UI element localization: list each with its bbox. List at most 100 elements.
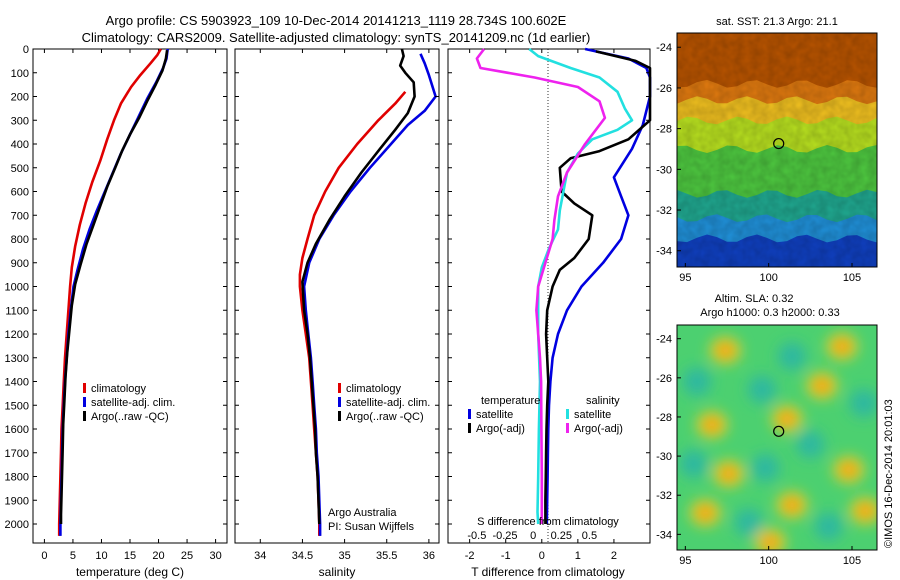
sst-map-frame <box>676 32 878 268</box>
map-lat-label: -34 <box>656 246 672 258</box>
sla-blob-core-16 <box>785 499 799 511</box>
map-lon-label: 100 <box>759 555 777 567</box>
temperature-depth-ticks: 0 100 200 300 400 500 600 700 800 900 1000 1100 1200… <box>5 44 227 531</box>
depth-tick-label: 800 <box>11 234 29 246</box>
map-lon-label: 100 <box>759 272 777 284</box>
legend-group-title: temperature <box>481 395 540 407</box>
salinity-x-label: salinity <box>319 565 356 579</box>
sla-map-title: Altim. SLA: 0.32 <box>715 293 794 305</box>
legend-label: Argo(-adj) <box>476 423 525 435</box>
legend-swatch <box>566 423 569 433</box>
salinity-x-ticks: 34 34.5 35 35.5 36 <box>254 49 435 562</box>
difference-panel: -2 -1 0 1 2 -0.5 -0.25 0 0.25 0.5 T difference f… <box>447 47 652 579</box>
difference-x-ticks: -2 -1 0 1 2 <box>465 49 617 562</box>
sst-map-panel: sat. SST: 21.3 Argo: 21.1 95 100 105 -24 -26… <box>656 16 878 284</box>
t-difference-x-label: T difference from climatology <box>471 565 625 579</box>
s-diff-tick-label: -0.25 <box>492 530 517 542</box>
depth-tick-label: 700 <box>11 210 29 222</box>
sla-blob-15 <box>734 508 763 537</box>
salinity-panel: 34 34.5 35 35.5 36 salinity climatology satel… <box>234 48 440 579</box>
temperature-axes-frame <box>32 48 228 544</box>
depth-tick-label: 1100 <box>5 305 29 317</box>
difference-legend: temperature satellite Argo(-adj) salinity sa… <box>468 395 623 435</box>
sla-blob-core-8 <box>780 412 794 425</box>
sst-argo-position-marker <box>773 137 785 150</box>
legend-label: climatology <box>91 383 147 395</box>
depth-tick-label: 1500 <box>5 400 29 412</box>
x-tick-label: 10 <box>95 550 107 562</box>
legend-label: satellite <box>476 409 513 421</box>
sla-blob-core-18 <box>858 504 873 517</box>
s-difference-label: S difference from climatology <box>477 516 619 528</box>
map-lon-label: 95 <box>679 272 691 284</box>
sla-blob-1 <box>778 342 806 371</box>
legend-label: satellite <box>574 409 611 421</box>
sla-blob-core-7 <box>705 418 719 431</box>
depth-tick-label: 1000 <box>5 282 29 294</box>
figure-title-line2: Climatology: CARS2009. Satellite-adjuste… <box>82 30 591 45</box>
depth-tick-label: 900 <box>11 258 29 270</box>
depth-tick-label: 300 <box>11 115 29 127</box>
sla-blob-4 <box>748 375 776 404</box>
legend-swatch <box>338 411 341 421</box>
legend-swatch <box>83 411 86 421</box>
depth-tick-label: 1300 <box>5 353 29 365</box>
difference-lines <box>475 47 652 525</box>
legend-label: Argo(-adj) <box>574 423 623 435</box>
sla-blob-core-19 <box>763 536 778 549</box>
sla-blob-6 <box>849 389 877 418</box>
map-lat-label: -24 <box>656 42 672 54</box>
map-lat-label: -26 <box>656 373 672 385</box>
legend-label: satellite-adj. clim. <box>346 397 430 409</box>
sla-blob-17 <box>814 512 843 541</box>
depth-tick-label: 100 <box>11 68 29 80</box>
depth-tick-label: 2000 <box>5 519 29 531</box>
map-lat-label: -32 <box>656 490 672 502</box>
depth-tick-label: 1600 <box>5 424 29 436</box>
map-lon-label: 105 <box>843 272 861 284</box>
s-diff-tick-label: 0 <box>530 530 536 542</box>
depth-tick-label: 400 <box>11 139 29 151</box>
x-tick-label: 36 <box>423 550 435 562</box>
pi-name-label: PI: Susan Wijffels <box>328 521 414 533</box>
legend-swatch <box>83 383 86 393</box>
sla-blob-10 <box>679 449 708 478</box>
map-lat-label: -34 <box>656 529 672 541</box>
sla-map-subtitle: Argo h1000: 0.3 h2000: 0.33 <box>700 307 839 319</box>
x-tick-label: -1 <box>501 550 511 562</box>
temperature-legend: climatology satellite-adj. clim. Argo(..ra… <box>83 383 175 423</box>
depth-tick-label: 1700 <box>5 448 29 460</box>
sst-map-title: sat. SST: 21.3 Argo: 21.1 <box>716 16 838 28</box>
sla-map-frame <box>676 324 878 551</box>
map-lat-label: -24 <box>656 334 672 346</box>
map-lat-label: -26 <box>656 83 672 95</box>
sla-blob-core-0 <box>718 344 733 357</box>
temperature-x-label: temperature (deg C) <box>76 565 184 579</box>
x-tick-label: 20 <box>152 550 164 562</box>
legend-swatch <box>468 409 471 419</box>
sla-blob-3 <box>683 367 711 396</box>
map-lat-label: -28 <box>656 412 672 424</box>
depth-tick-label: 1800 <box>5 472 29 484</box>
sla-blob-core-13 <box>841 463 856 476</box>
legend-group-title: salinity <box>586 395 620 407</box>
x-tick-label: 0 <box>539 550 545 562</box>
depth-tick-label: 1400 <box>5 377 29 389</box>
argo-australia-label: Argo Australia <box>328 507 397 519</box>
depth-tick-label: 600 <box>11 187 29 199</box>
map-lat-label: -30 <box>656 451 672 463</box>
sla-blob-core-11 <box>721 467 736 480</box>
depth-tick-label: 0 <box>23 44 29 56</box>
x-tick-label: 30 <box>209 550 221 562</box>
sla-blob-12 <box>751 453 780 482</box>
temperature-x-ticks: 0 5 10 15 20 25 30 <box>41 49 222 562</box>
temperature-panel: 0100200300400500600700800900100011001200… <box>5 44 228 579</box>
legend-swatch <box>83 397 86 407</box>
map-lat-label: -30 <box>656 164 672 176</box>
s-diff-tick-label: 0.25 <box>551 530 572 542</box>
depth-tick-label: 200 <box>11 92 29 104</box>
sla-map-ticks: 95 100 105 -24 -26 -28 -30 -32 -34 <box>656 334 861 567</box>
sst-heatmap <box>677 33 877 267</box>
series-line-3 <box>475 48 607 524</box>
series-line-1 <box>544 50 652 524</box>
